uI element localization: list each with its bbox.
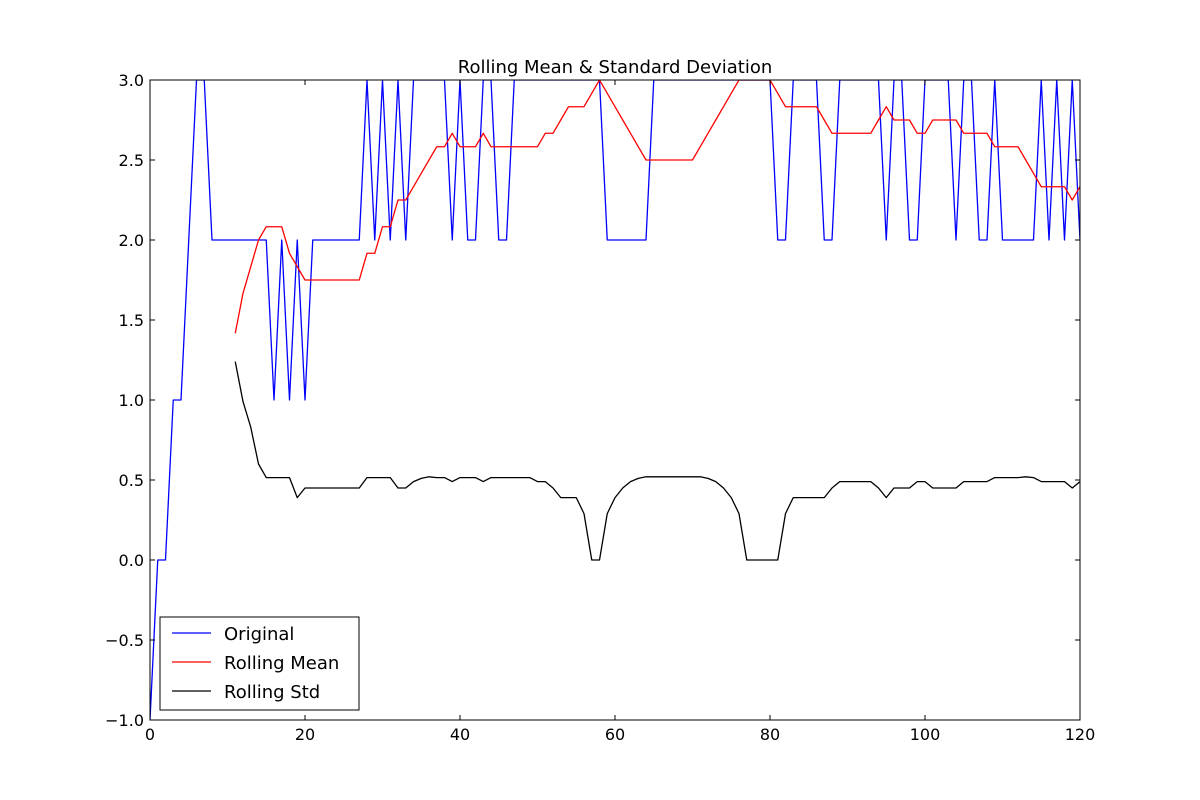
tick-layer: 0 20 40 60 80 100 120 −1.0 −0.5 0.0 0.5 1.0 1.5 2.0 2.… — [105, 71, 1095, 744]
x-tick-label: 20 — [295, 725, 315, 744]
legend-label: Original — [224, 624, 294, 645]
legend-label: Rolling Mean — [224, 653, 339, 674]
legend-label: Rolling Std — [224, 682, 320, 703]
series-layer — [150, 80, 1080, 720]
y-tick-label: 1.5 — [119, 311, 144, 330]
x-tick-label: 0 — [145, 725, 155, 744]
y-tick-label: 1.0 — [119, 391, 144, 410]
x-tick-label: 80 — [760, 725, 780, 744]
y-tick-label: −1.0 — [105, 711, 144, 730]
y-tick-label: 0.5 — [119, 471, 144, 490]
series-line-rolling-std — [234, 361, 1080, 561]
legend: Original Rolling Mean Rolling Std — [159, 616, 360, 711]
series-line-rolling-mean — [234, 80, 1080, 334]
y-tick-label: −0.5 — [105, 631, 144, 650]
x-tick-label: 120 — [1065, 725, 1096, 744]
y-tick-label: 2.5 — [119, 151, 144, 170]
chart-title: Rolling Mean & Standard Deviation — [458, 57, 773, 78]
series-line-original — [150, 80, 1080, 720]
x-tick-label: 100 — [910, 725, 941, 744]
y-tick-label: 0.0 — [119, 551, 144, 570]
y-tick-label: 2.0 — [119, 231, 144, 250]
x-tick-label: 40 — [450, 725, 470, 744]
x-tick-label: 60 — [605, 725, 625, 744]
y-tick-label: 3.0 — [119, 71, 144, 90]
